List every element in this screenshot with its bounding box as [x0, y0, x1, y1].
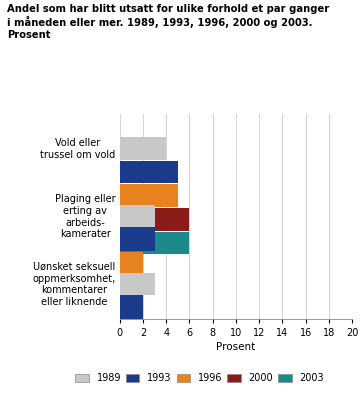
Bar	[120, 138, 166, 160]
Bar	[120, 320, 155, 342]
Bar	[120, 296, 143, 319]
Bar	[120, 161, 178, 184]
Text: Andel som har blitt utsatt for ulike forhold et par ganger
i måneden eller mer. : Andel som har blitt utsatt for ulike for…	[7, 4, 330, 40]
Bar	[120, 299, 143, 322]
Bar	[120, 276, 143, 298]
Bar	[120, 205, 155, 227]
Bar	[120, 252, 143, 275]
Bar	[120, 184, 178, 207]
Legend: 1989, 1993, 1996, 2000, 2003: 1989, 1993, 1996, 2000, 2003	[73, 371, 326, 385]
Bar	[120, 208, 189, 230]
Bar	[120, 232, 189, 254]
Bar	[120, 229, 155, 251]
Bar	[120, 273, 155, 295]
Bar	[120, 343, 155, 366]
X-axis label: Prosent: Prosent	[216, 342, 256, 352]
Bar	[120, 367, 143, 389]
